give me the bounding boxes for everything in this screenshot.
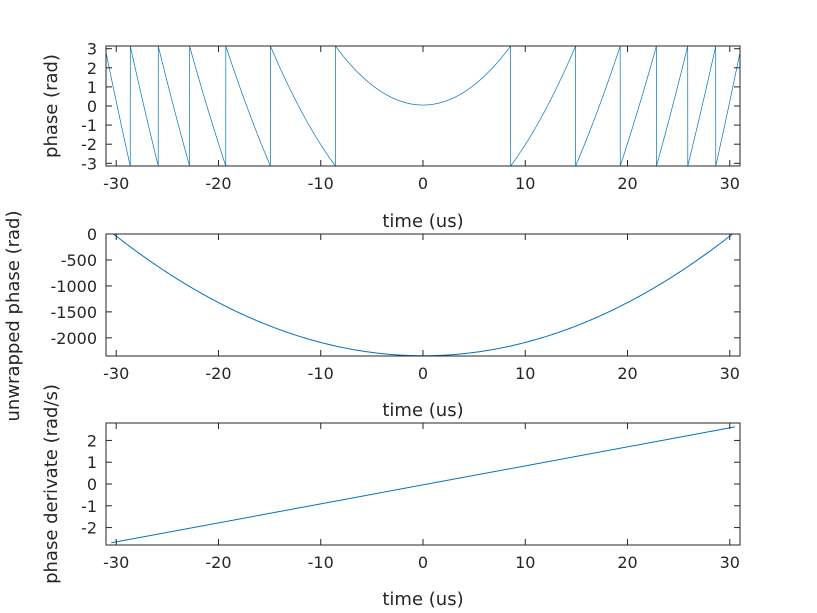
x-tick-label-0-1: -20 (205, 174, 231, 193)
x-tick-label-2-4: 10 (515, 553, 535, 572)
x-tick-label-1-6: 30 (720, 364, 740, 383)
x-axis-label-unwrapped-phase: time (us) (382, 400, 463, 421)
x-tick-label-2-5: 20 (617, 553, 637, 572)
axes-frame-unwrapped-phase (105, 233, 741, 357)
y-tick-label-1-3: -500 (61, 251, 97, 270)
x-tick-label-0-5: 20 (617, 174, 637, 193)
x-tick-label-0-2: -10 (308, 174, 334, 193)
axes-frame-wrapped-phase (105, 45, 741, 167)
x-axis-label-wrapped-phase: time (us) (382, 211, 463, 232)
x-tick-label-1-5: 20 (617, 364, 637, 383)
y-tick-label-2-2: 0 (87, 475, 97, 494)
x-tick-label-2-6: 30 (720, 553, 740, 572)
axes-frame-phase-derivative (105, 422, 741, 546)
x-tick-label-2-3: 0 (418, 553, 428, 572)
y-tick-label-2-1: -1 (81, 497, 97, 516)
panel-unwrapped-phase: -30 -20 -10 0 10 20 30 -2000 -1500 -1000 -500 0 ti… (3, 211, 741, 422)
y-tick-label-0-5: 2 (87, 59, 97, 78)
y-tick-label-2-3: 1 (87, 453, 97, 472)
x-ticks-wrapped-phase: -30 -20 -10 0 10 20 30 (103, 46, 740, 193)
y-tick-label-0-4: 1 (87, 78, 97, 97)
x-tick-label-2-0: -30 (103, 553, 129, 572)
series-line-1-0 (112, 234, 734, 356)
x-tick-label-0-3: 0 (418, 174, 428, 193)
y-tick-label-0-3: 0 (87, 97, 97, 116)
x-tick-label-1-4: 10 (515, 364, 535, 383)
y-tick-label-1-1: -1500 (51, 303, 98, 322)
x-axis-label-phase-derivative: time (us) (382, 589, 463, 610)
x-tick-label-0-6: 30 (720, 174, 740, 193)
series-line-2-0 (111, 426, 735, 544)
x-tick-label-1-0: -30 (103, 364, 129, 383)
y-axis-label-unwrapped-phase: unwrapped phase (rad) (3, 211, 24, 422)
plot-area-unwrapped-phase (112, 234, 734, 356)
x-tick-label-0-4: 10 (515, 174, 535, 193)
plot-area-wrapped-phase (106, 46, 740, 166)
series-line-0-0 (106, 46, 740, 166)
x-tick-label-2-1: -20 (205, 553, 231, 572)
y-axis-label-phase-derivative: phase derivate (rad/s) (41, 384, 62, 584)
x-tick-label-0-0: -30 (103, 174, 129, 193)
y-tick-label-2-4: 2 (87, 431, 97, 450)
x-tick-label-1-1: -20 (205, 364, 231, 383)
y-ticks-unwrapped-phase: -2000 -1500 -1000 -500 0 (51, 225, 740, 348)
x-ticks-unwrapped-phase: -30 -20 -10 0 10 20 30 (103, 234, 740, 383)
x-ticks-phase-derivative: -30 -20 -10 0 10 20 30 (103, 423, 740, 572)
y-axis-label-wrapped-phase: phase (rad) (41, 54, 62, 158)
y-tick-label-1-0: -2000 (51, 329, 98, 348)
y-tick-label-0-1: -2 (81, 135, 97, 154)
y-tick-label-2-0: -2 (81, 519, 97, 538)
y-tick-label-1-4: 0 (87, 225, 97, 244)
x-tick-label-1-3: 0 (418, 364, 428, 383)
y-tick-label-0-0: -3 (81, 154, 97, 173)
y-tick-label-0-6: 3 (87, 40, 97, 59)
y-tick-label-0-2: -1 (81, 116, 97, 135)
x-tick-label-2-2: -10 (308, 553, 334, 572)
plot-area-phase-derivative (111, 426, 735, 544)
y-ticks-phase-derivative: -2 -1 0 1 2 (81, 431, 740, 538)
y-tick-label-1-2: -1000 (51, 277, 98, 296)
x-tick-label-1-2: -10 (308, 364, 334, 383)
